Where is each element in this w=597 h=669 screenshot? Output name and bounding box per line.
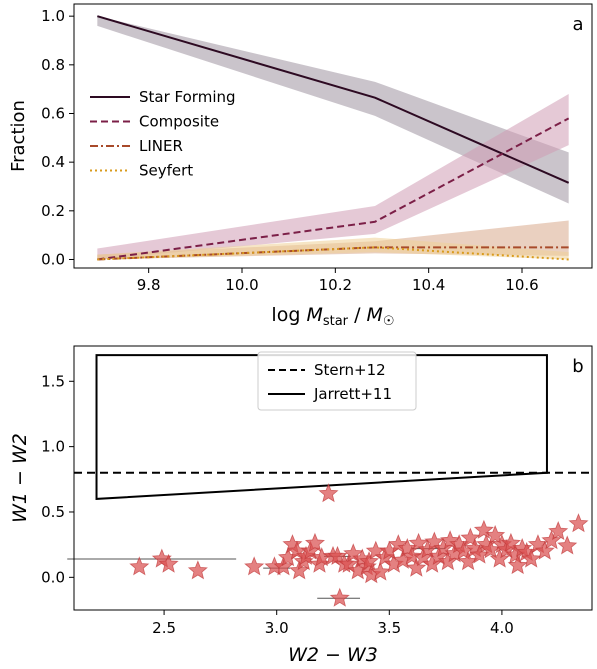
star-point (557, 535, 578, 555)
panel-b-y-axis-label: W1 − W2 (9, 433, 31, 523)
star-point (370, 561, 391, 581)
star-point (318, 483, 339, 503)
x-tick-label: 3.5 (377, 619, 401, 637)
star-point (534, 540, 555, 560)
legend-box (257, 351, 417, 411)
y-tick-label: 1.0 (41, 438, 65, 456)
star-point (489, 548, 510, 568)
star-point (485, 524, 506, 545)
panel-a-label: a (572, 14, 583, 35)
panel-b-ticks: 2.5 3.0 3.5 4.0 0.0 0.5 1.0 1.5 (41, 372, 514, 637)
panel-a-y-axis-label: Fraction (8, 100, 29, 172)
y-tick-label: 0.8 (41, 56, 65, 74)
y-tick-label: 0.0 (41, 568, 65, 586)
panel-a-axes-frame (73, 3, 593, 269)
y-tick-label: 0.0 (41, 250, 65, 268)
x-tick-label: 9.8 (137, 276, 161, 294)
x-tick-label: 2.5 (152, 619, 176, 637)
star-point (568, 513, 589, 533)
star-point (329, 587, 350, 607)
x-tick-label: 3.0 (265, 619, 289, 637)
star-point (440, 530, 461, 550)
star-point (401, 545, 422, 565)
star-point (129, 556, 150, 576)
legend-label-3: Seyfert (139, 162, 193, 180)
panel-b-color-color: 2.5 3.0 3.5 4.0 0.0 0.5 1.0 1.5 Stern+12 Jarrett… (9, 345, 593, 666)
x-tick-label: 10.2 (319, 276, 352, 294)
panel-b-label: b (572, 356, 583, 377)
star-point (244, 556, 265, 576)
series-line-1 (97, 117, 570, 261)
star-point (343, 543, 364, 563)
panel-a-series-lines (97, 15, 570, 261)
legend-label-0: Star Forming (139, 88, 236, 106)
panel-b-axes-frame (73, 345, 593, 611)
star-point (433, 538, 454, 558)
star-point (460, 527, 481, 547)
panel-b-legend: Stern+12 Jarrett+11 (257, 351, 417, 411)
legend-label-2: LINER (139, 137, 183, 155)
band-0 (97, 16, 569, 204)
series-line-0 (97, 15, 570, 184)
y-tick-label: 0.2 (41, 202, 65, 220)
panel-a-fraction-vs-mass: 9.8 10.0 10.2 10.4 10.60.00.20.40.60.81.0 a … (8, 3, 593, 329)
x-tick-label: 10.0 (225, 276, 258, 294)
star-point (304, 532, 326, 552)
legend-label-1: Jarrett+11 (313, 385, 392, 403)
star-point (548, 521, 569, 541)
star-point (358, 551, 380, 571)
star-point (406, 557, 427, 577)
star-point (422, 553, 443, 573)
series-line-2 (97, 246, 569, 261)
star-point (158, 553, 179, 573)
x-tick-label: 10.4 (412, 276, 445, 294)
star-point (338, 553, 359, 573)
star-point (473, 519, 494, 539)
star-point (417, 539, 438, 559)
star-point (408, 532, 429, 552)
y-tick-label: 0.5 (41, 503, 65, 521)
star-point (437, 551, 458, 571)
y-tick-label: 0.4 (41, 153, 65, 171)
star-point (327, 545, 348, 565)
panel-a-ticks: 9.8 10.0 10.2 10.4 10.6 0.0 0.2 0.4 0.6 0.8 1.0 (41, 7, 539, 294)
y-tick-label: 1.5 (41, 372, 65, 390)
star-point (187, 560, 208, 580)
panel-b-stars (129, 483, 589, 607)
star-point (507, 554, 528, 575)
star-point (424, 531, 445, 551)
y-tick-label: 0.6 (41, 104, 65, 122)
y-tick-label: 1.0 (41, 7, 65, 25)
panel-a-x-axis-label: log Mstar / M☉ (271, 304, 394, 329)
legend-label-1: Composite (139, 113, 219, 131)
x-tick-label: 10.6 (505, 276, 538, 294)
panel-a-legend: Star Forming Composite LINER Seyfert (90, 88, 236, 180)
star-point (500, 532, 521, 552)
star-point (388, 534, 409, 554)
legend-label-0: Stern+12 (314, 361, 386, 379)
star-point (521, 548, 542, 568)
star-point (541, 530, 562, 550)
panel-b-x-axis-label: W2 − W3 (288, 644, 378, 666)
x-tick-label: 4.0 (490, 619, 514, 637)
band-1 (97, 94, 569, 260)
